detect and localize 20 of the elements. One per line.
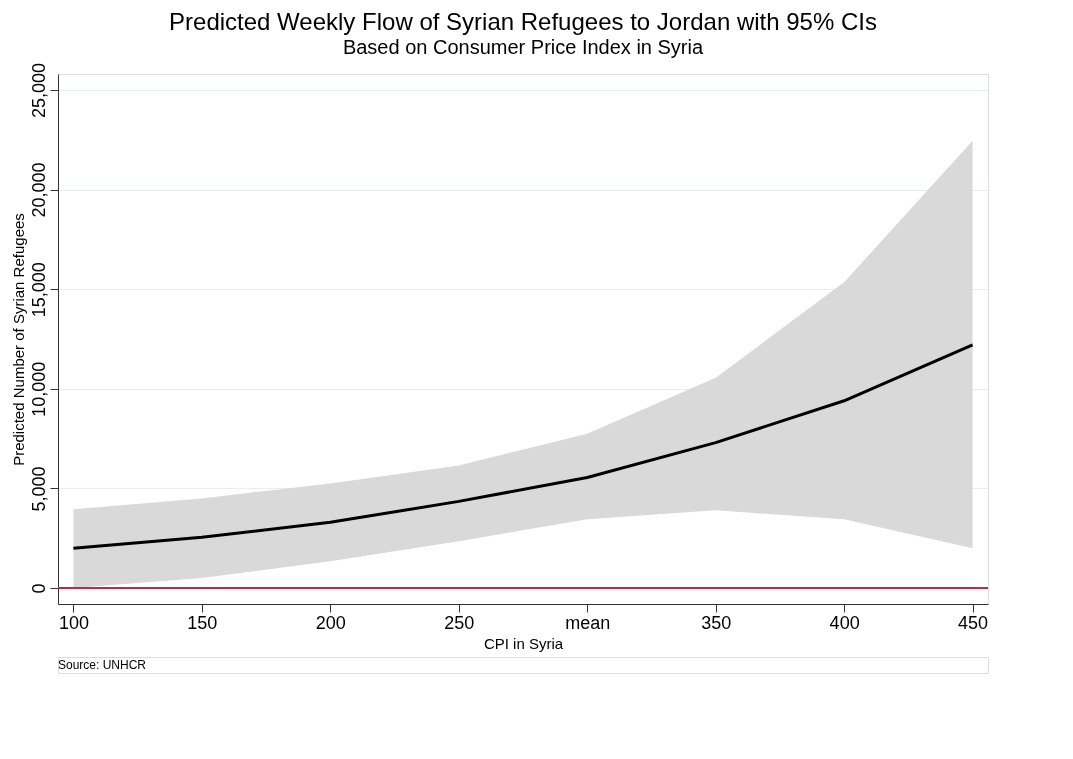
x-tick-label: 100 (58, 612, 89, 633)
y-tick-label: 20,000 (28, 162, 49, 218)
y-tick-label: 0 (28, 583, 49, 594)
x-tick-label: 150 (187, 612, 218, 633)
source-note: Source: UNHCR (58, 658, 147, 672)
line-series (71, 343, 975, 550)
chart-subtitle: Based on Consumer Price Index in Syria (342, 36, 704, 59)
x-tick-label: mean (565, 612, 611, 633)
x-tick-label: 350 (701, 612, 732, 633)
y-tick-label: 15,000 (28, 262, 49, 318)
x-tick-label: 200 (315, 612, 346, 633)
x-tick-label: 450 (958, 612, 989, 633)
x-tick-label: 400 (829, 612, 860, 633)
y-tick-label: 10,000 (28, 361, 49, 417)
y-tick-label: 25,000 (28, 62, 49, 118)
x-axis-title: CPI in Syria (483, 634, 564, 652)
y-tick-label: 5,000 (28, 466, 49, 512)
y-axis-title: Predicted Number of Syrian Refugees (9, 213, 27, 466)
x-tick-label: 250 (444, 612, 475, 633)
chart-title: Predicted Weekly Flow of Syrian Refugees to Jordan with 95% CIs (169, 8, 877, 36)
